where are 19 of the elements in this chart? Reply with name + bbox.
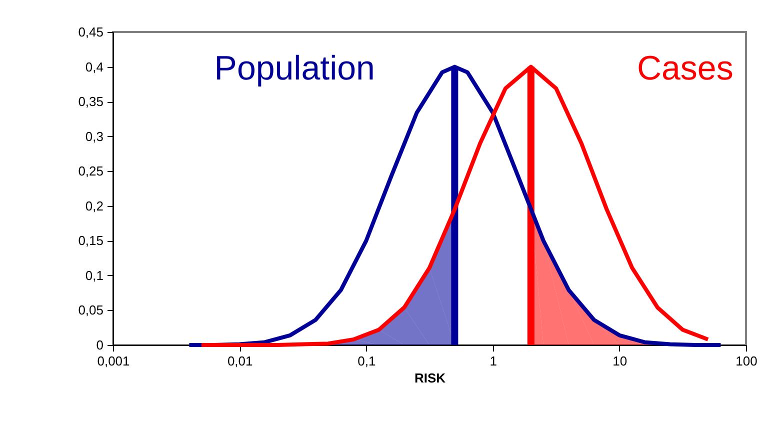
y-tick-label: 0,2 — [85, 198, 104, 214]
x-tick-label: 100 — [736, 354, 758, 368]
y-tick-label: 0,25 — [78, 164, 104, 179]
x-tick-label: 0,1 — [358, 354, 376, 368]
x-tick-label: 10 — [612, 354, 628, 368]
y-tick-label: 0,4 — [85, 59, 104, 74]
y-tick-label: 0,45 — [78, 24, 104, 40]
text: Cases — [636, 50, 734, 88]
y-tick-label: 0,35 — [78, 94, 104, 110]
x-tick-label: 1 — [490, 354, 497, 368]
y-tick-label: 0,1 — [85, 268, 104, 283]
y-tick-label: 0 — [96, 338, 104, 352]
series-label: Population — [214, 50, 375, 88]
y-tick-label: 0,3 — [85, 128, 104, 144]
x-tick-label: 0,001 — [97, 354, 130, 368]
x-tick-label: 0,01 — [227, 354, 253, 368]
x-axis-title: RISK — [414, 370, 446, 386]
y-tick-label: 0,15 — [78, 233, 104, 248]
y-tick-label: 0,05 — [78, 302, 104, 318]
